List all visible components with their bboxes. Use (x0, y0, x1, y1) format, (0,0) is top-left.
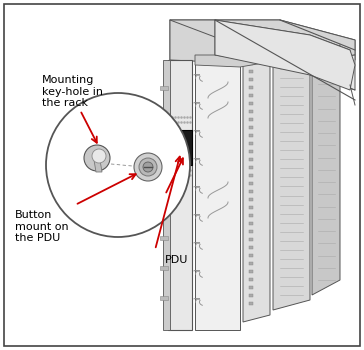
Bar (160, 206, 168, 210)
Bar (249, 126, 253, 129)
Bar (249, 286, 253, 289)
Bar (249, 78, 253, 81)
Polygon shape (243, 55, 270, 322)
Polygon shape (168, 60, 192, 330)
Bar (249, 174, 253, 177)
Polygon shape (195, 50, 280, 67)
Bar (249, 110, 253, 113)
Bar (249, 254, 253, 257)
Bar (249, 94, 253, 97)
Polygon shape (250, 55, 355, 90)
Bar (160, 296, 168, 300)
Polygon shape (215, 20, 350, 85)
Bar (249, 166, 253, 169)
Bar (249, 294, 253, 297)
Circle shape (139, 158, 157, 176)
Bar (249, 134, 253, 137)
Bar (249, 142, 253, 145)
Bar (160, 116, 168, 120)
Bar (249, 206, 253, 209)
Polygon shape (170, 130, 192, 165)
Circle shape (179, 141, 187, 149)
Bar (249, 238, 253, 241)
Bar (160, 236, 168, 240)
Polygon shape (163, 60, 170, 330)
Bar (249, 278, 253, 281)
Bar (160, 86, 168, 90)
Text: PDU: PDU (165, 255, 189, 265)
Bar (249, 158, 253, 161)
Bar (249, 246, 253, 249)
Bar (249, 222, 253, 225)
Bar (249, 302, 253, 305)
Bar (249, 150, 253, 153)
Polygon shape (273, 50, 310, 310)
Bar (249, 86, 253, 89)
Circle shape (46, 93, 190, 237)
Circle shape (92, 149, 106, 163)
Text: Mounting
key-hole in
the rack: Mounting key-hole in the rack (42, 75, 103, 108)
Bar (249, 230, 253, 233)
Bar (249, 270, 253, 273)
Bar (249, 102, 253, 105)
Polygon shape (170, 20, 355, 60)
Bar (249, 190, 253, 193)
Bar (249, 62, 253, 65)
Polygon shape (215, 20, 355, 90)
Bar (249, 118, 253, 121)
Polygon shape (170, 20, 355, 65)
Bar (160, 146, 168, 150)
Polygon shape (94, 160, 102, 172)
Polygon shape (173, 148, 188, 156)
Circle shape (143, 162, 153, 172)
Bar (249, 70, 253, 73)
Bar (249, 214, 253, 217)
Polygon shape (312, 45, 340, 295)
Text: Button
mount on
the PDU: Button mount on the PDU (15, 210, 69, 243)
Bar (249, 262, 253, 265)
Bar (160, 176, 168, 180)
Bar (249, 198, 253, 201)
Circle shape (134, 153, 162, 181)
Bar (249, 182, 253, 185)
Circle shape (84, 145, 110, 171)
Polygon shape (195, 62, 240, 330)
Bar (160, 266, 168, 270)
